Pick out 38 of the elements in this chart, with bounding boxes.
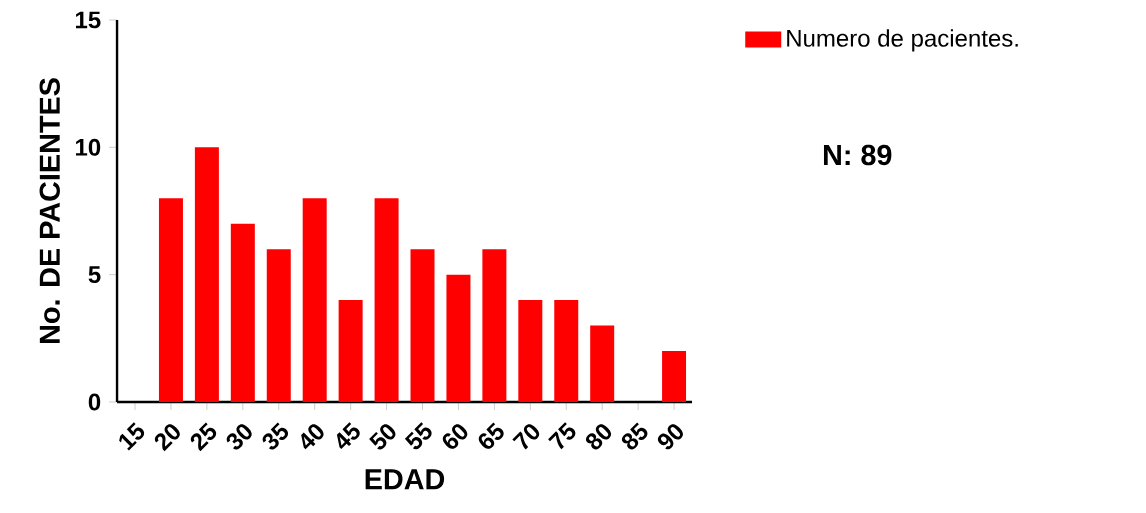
bar [662,351,687,402]
x-tick-label: 35 [262,422,289,450]
x-tick-label: 30 [226,424,252,450]
x-tick-label: 70 [512,424,540,450]
y-tick-label: 5 [88,266,101,284]
y-axis-title: No. DE PACIENTES [39,78,60,343]
x-tick-label: 75 [548,422,576,450]
x-tick-label: 90 [657,424,683,450]
x-tick-label: 80 [585,424,612,450]
legend-label: Numero de pacientes. [787,29,1018,52]
x-tick-label: 60 [442,424,468,449]
y-tick-label: 10 [75,138,101,156]
bar [554,300,579,402]
x-tick-label: 65 [478,422,504,449]
bar [374,198,399,402]
text: N: 89 [823,144,892,166]
bar [518,300,543,402]
bar [446,274,471,402]
bar [194,147,219,402]
x-tick-label: 45 [336,422,360,450]
x-tick-label: 85 [621,422,648,450]
bar [590,325,615,402]
bar [302,198,327,402]
bar [482,249,507,402]
bar [410,249,435,402]
x-tick-label: 25 [190,422,217,452]
y-tick-label: 15 [75,11,101,29]
x-tick-label: 15 [119,422,145,451]
x-tick-label: 55 [404,422,432,450]
x-axis-title: EDAD [365,469,445,490]
bar [266,249,291,402]
bar [158,198,183,402]
x-tick-label: 40 [301,424,324,450]
bar [230,223,255,402]
bar [338,300,363,402]
x-tick-label: 20 [154,424,180,452]
x-tick-label: 50 [369,424,396,450]
y-tick-label: 0 [88,393,101,411]
